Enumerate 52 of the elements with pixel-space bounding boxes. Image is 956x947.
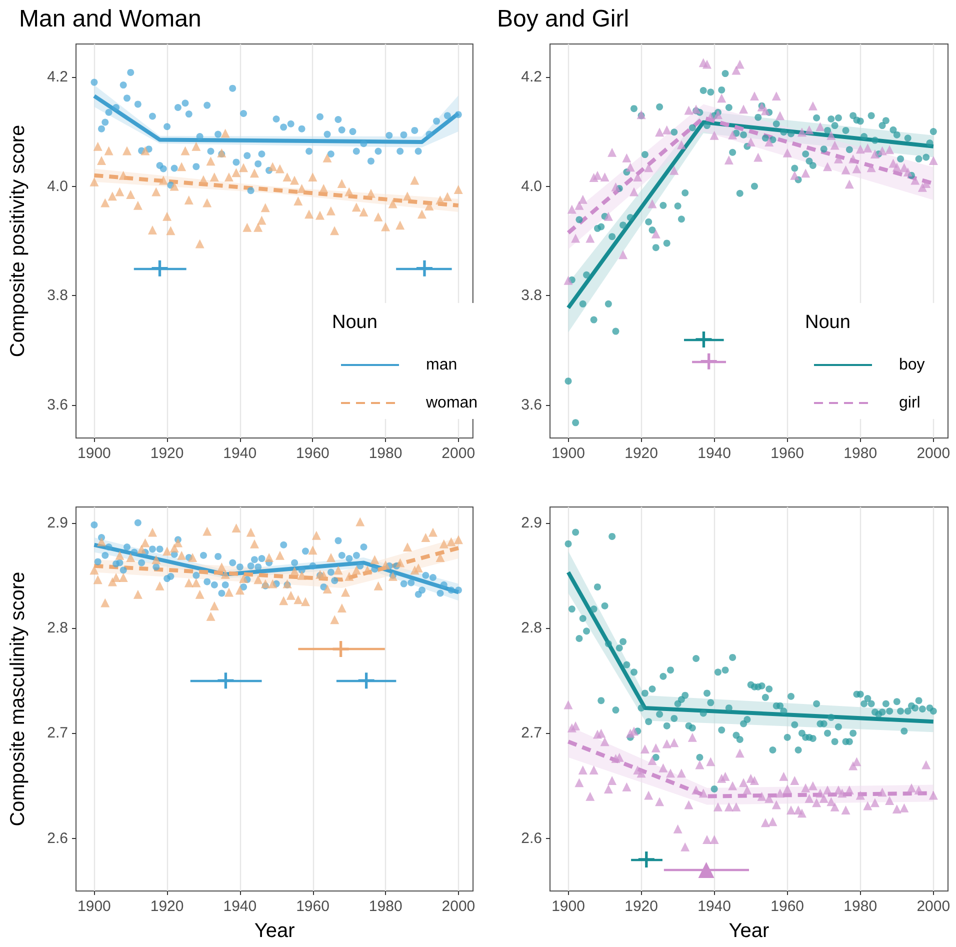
y-tick-label: 2.7 (521, 724, 542, 742)
y-tick-label: 4.0 (47, 178, 68, 195)
y-tick-label: 2.7 (47, 724, 68, 742)
y-tick-label: 2.6 (47, 830, 68, 847)
y-tick-label: 3.8 (521, 287, 542, 304)
x-tick-label: 1960 (770, 898, 804, 915)
x-axis-title: Year (254, 920, 296, 942)
y-tick-label: 3.6 (521, 396, 542, 414)
x-tick-label: 2000 (442, 445, 476, 462)
legend-label: boy (899, 356, 925, 374)
x-tick-label: 1960 (770, 445, 804, 462)
x-tick-label: 1900 (78, 445, 111, 462)
x-tick-label: 1940 (698, 898, 731, 915)
x-tick-label: 1980 (844, 898, 878, 915)
x-tick-label: 1960 (296, 445, 330, 462)
x-tick-label: 1920 (624, 445, 658, 462)
x-tick-label: 1980 (368, 445, 402, 462)
x-tick-label: 2000 (916, 445, 950, 462)
y-tick-label: 2.8 (47, 619, 68, 636)
x-tick-label: 1960 (296, 898, 330, 915)
x-tick-label: 1920 (150, 898, 184, 915)
y-tick-label: 2.6 (521, 830, 542, 847)
chart-title: Boy and Girl (497, 6, 630, 32)
x-tick-label: 1920 (150, 445, 184, 462)
x-axis-title: Year (728, 920, 770, 942)
x-tick-label: 2000 (916, 898, 950, 915)
x-tick-label: 1900 (552, 898, 585, 915)
legend-label: woman (425, 394, 478, 412)
x-tick-label: 1920 (624, 898, 658, 915)
x-tick-label: 1900 (78, 898, 111, 915)
x-tick-label: 2000 (442, 898, 476, 915)
x-tick-label: 1980 (368, 898, 402, 915)
legend-title: Noun (332, 312, 378, 333)
x-tick-label: 1980 (844, 445, 878, 462)
y-tick-label: 2.9 (521, 514, 542, 532)
y-tick-label: 2.9 (47, 514, 68, 532)
legend-label: man (426, 356, 458, 374)
y-tick-label: 4.2 (47, 68, 68, 86)
y-tick-label: 4.0 (521, 178, 542, 195)
y-tick-label: 4.2 (521, 68, 542, 86)
y-tick-label: 3.6 (47, 396, 68, 414)
x-tick-label: 1940 (223, 445, 257, 462)
y-axis-title: Composite masculinity score (7, 572, 29, 826)
y-tick-label: 3.8 (47, 287, 68, 304)
x-tick-label: 1900 (552, 445, 585, 462)
legend-label: girl (899, 394, 920, 412)
x-tick-label: 1940 (223, 898, 257, 915)
y-axis-title: Composite positivity score (7, 124, 29, 358)
legend-title: Noun (805, 312, 850, 333)
chart-title: Man and Woman (19, 6, 202, 32)
y-tick-label: 2.8 (521, 619, 542, 636)
x-tick-label: 1940 (698, 445, 731, 462)
